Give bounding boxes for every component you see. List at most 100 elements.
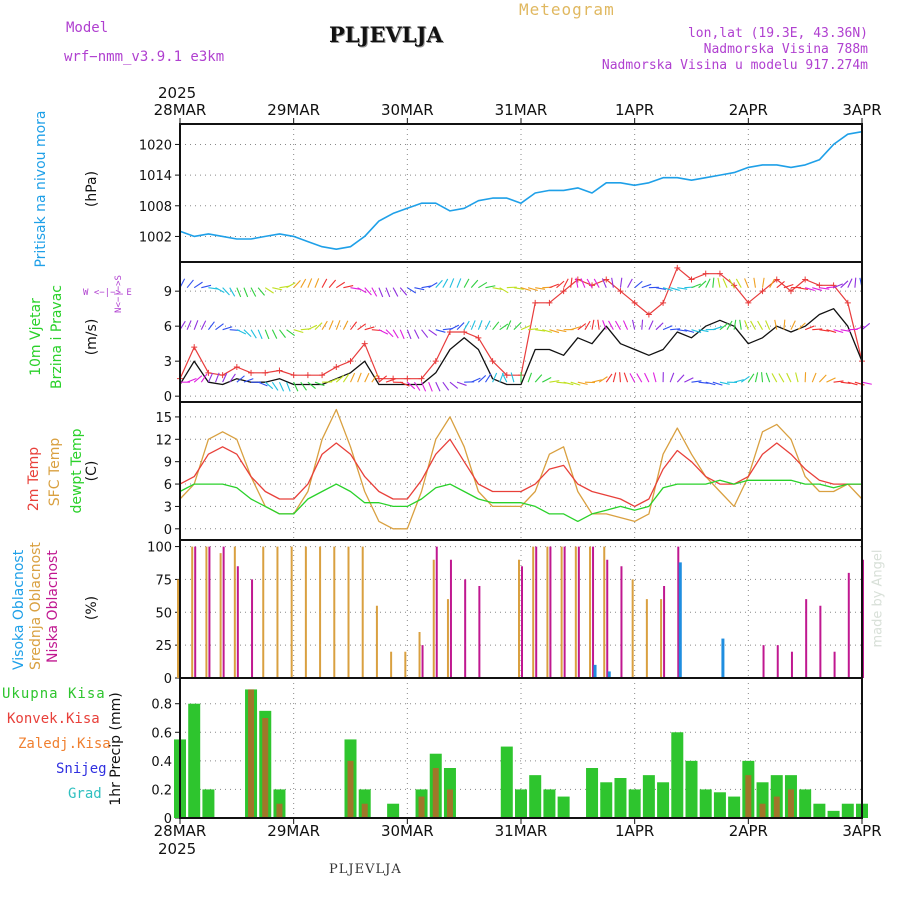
wind-direction-arrow [577, 323, 587, 331]
wind-direction-arrow [804, 325, 815, 331]
wind-direction-arrow [598, 376, 608, 383]
wind-direction-arrow [243, 287, 249, 298]
wind-direction-arrow [812, 287, 823, 291]
wind-direction-arrow [442, 278, 449, 288]
wind-direction-arrow [684, 377, 694, 383]
gust-marker [546, 299, 553, 306]
wind-direction-arrow [293, 329, 304, 334]
wind-direction-arrow [307, 278, 313, 288]
wind-direction-arrow [641, 319, 644, 330]
wind-direction-arrow [314, 278, 320, 288]
wind-direction-arrow [421, 381, 427, 392]
wind-direction-arrow [786, 372, 792, 383]
wind-direction-arrow [364, 326, 375, 331]
wind-direction-arrow [271, 381, 279, 391]
gust-marker [375, 375, 382, 382]
model-altitude-info: Nadmorska Visina u modelu 917.274m [601, 58, 868, 73]
wind-direction-arrow [428, 329, 438, 336]
wind-direction-arrow [279, 329, 286, 338]
wind-direction-arrow [236, 329, 247, 335]
wind-direction-arrow [449, 381, 459, 389]
wind-direction-arrow [385, 378, 396, 383]
clouds-ytick-label: 25 [155, 639, 172, 654]
wind-direction-arrow [463, 278, 470, 288]
wind-direction-arrow [364, 287, 372, 296]
wind-direction-arrow [636, 373, 643, 383]
total-precip-bar [841, 803, 854, 818]
wind-direction-arrow [739, 319, 742, 330]
gust-marker [248, 369, 255, 376]
wind-direction-arrow [300, 381, 307, 391]
wind-direction-arrow [314, 322, 323, 331]
wind-direction-arrow [655, 287, 666, 290]
wind-direction-arrow [670, 287, 680, 291]
wind-direction-arrow [321, 320, 328, 330]
wind-direction-arrow [520, 287, 531, 292]
precipitation-ytick-label: 0.6 [151, 726, 172, 741]
wind-direction-arrow [847, 278, 853, 288]
gust-marker [759, 288, 766, 295]
wind-direction-arrow [662, 287, 673, 292]
wind-direction-arrow [250, 329, 257, 339]
wind-direction-arrow [513, 287, 524, 290]
wind-direction-arrow [818, 374, 827, 383]
wind-direction-arrow [272, 287, 283, 291]
wind-direction-arrow [421, 329, 429, 338]
pressure-ytick-label: 1014 [139, 169, 172, 184]
gust-marker [432, 358, 439, 365]
clouds-ytick-label: 75 [155, 573, 172, 588]
wind-direction-arrow [207, 372, 214, 383]
wind-direction-arrow [229, 373, 236, 383]
total-precip-bar [529, 775, 542, 818]
wind-direction-arrow [357, 287, 367, 294]
dewpt-line [179, 479, 862, 523]
wind-direction-arrow [501, 372, 508, 383]
wind-direction-arrow [435, 381, 441, 392]
hail-label: Grad [68, 786, 102, 802]
total-precip-bar [515, 789, 527, 818]
wind-direction-arrow [575, 277, 579, 288]
total-precip-bar [543, 789, 556, 818]
pressure-series-line [179, 130, 863, 250]
wind-direction-arrow [619, 277, 623, 288]
wind-direction-arrow [385, 329, 394, 338]
bottom-date-label: 3APR [842, 822, 881, 840]
wind-direction-arrow [602, 320, 607, 330]
meteogram-title: Meteogram [519, 0, 615, 19]
wind-direction-arrow [580, 278, 586, 288]
wind-direction-arrow [840, 381, 851, 384]
convective-precip-bar [773, 796, 780, 818]
wind-direction-arrow [534, 374, 543, 383]
wind-direction-arrow [805, 287, 815, 292]
bottom-date-label: 2APR [729, 822, 768, 840]
wind-direction-arrow [442, 381, 450, 391]
gust-marker [347, 358, 354, 365]
wind-direction-arrow [717, 277, 721, 288]
wind-direction-arrow [477, 320, 483, 330]
precipitation-ytick-label: 0 [164, 812, 172, 827]
temperature-ytick-label: 6 [164, 478, 172, 493]
wind-direction-arrow [492, 287, 503, 291]
wind-direction-arrow [456, 381, 467, 386]
wind-direction-arrow [826, 329, 837, 333]
wind-direction-arrow [774, 319, 778, 330]
wind-direction-arrow [753, 277, 756, 288]
wind-direction-arrow [577, 381, 588, 385]
gust-marker [702, 270, 709, 277]
wind-direction-arrow [321, 278, 328, 288]
wind-direction-arrow [335, 281, 346, 289]
wind-direction-arrow [222, 372, 228, 383]
wind-direction-arrow [563, 278, 569, 288]
wind-direction-arrow [484, 320, 491, 330]
wind-direction-arrow [314, 381, 325, 387]
wind-direction-arrow [435, 279, 443, 289]
wind-direction-arrow [669, 372, 675, 383]
precipitation-ytick-label: 0.4 [151, 755, 172, 770]
gust-marker [674, 264, 681, 271]
gust-marker [361, 340, 368, 347]
wind-direction-arrow [492, 321, 500, 331]
clouds-ytick-label: 100 [147, 541, 172, 556]
gust-marker [262, 369, 269, 376]
wind-direction-arrow [542, 329, 553, 333]
gust-marker [290, 372, 297, 379]
